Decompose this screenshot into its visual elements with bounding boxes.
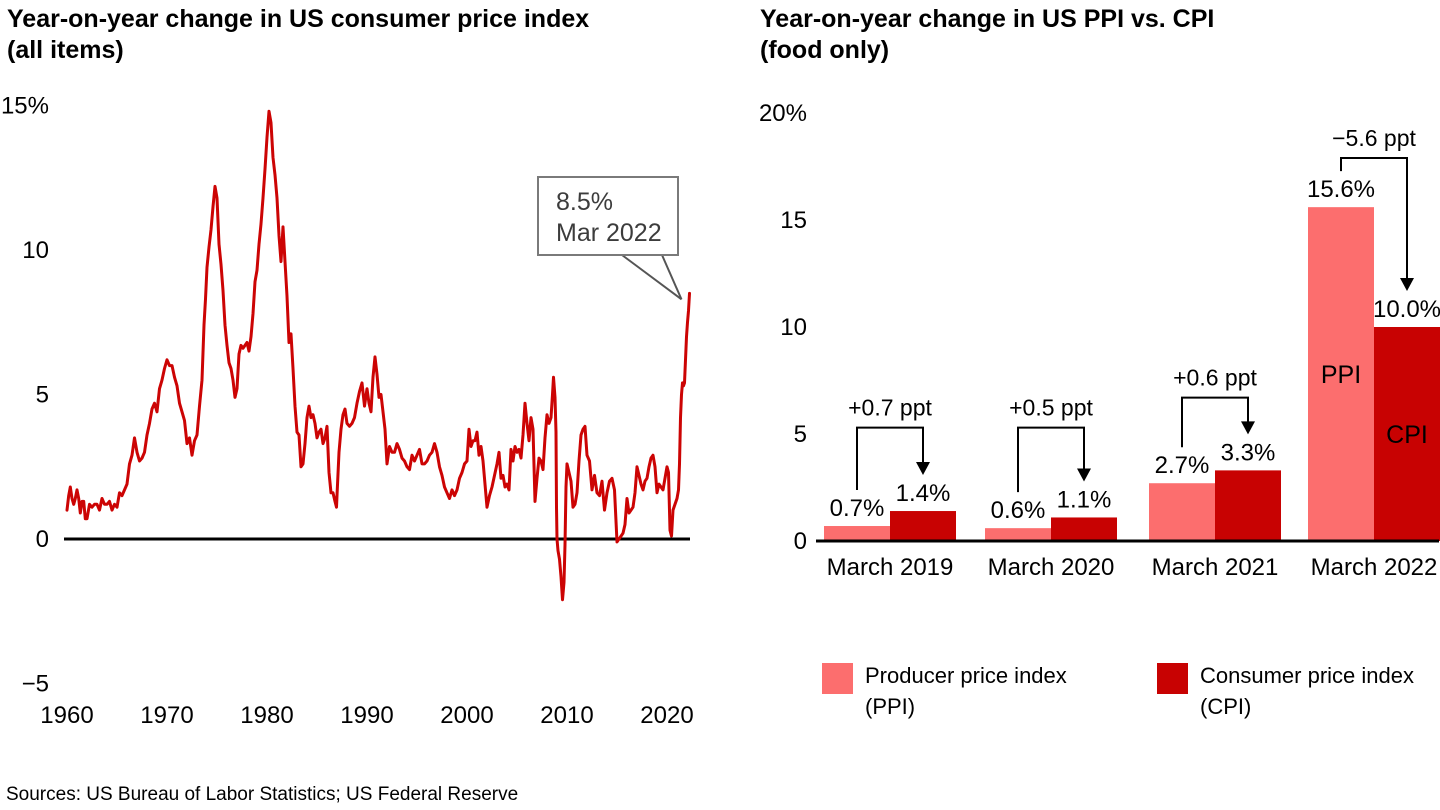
cpi-line-series [65,109,691,602]
left-x-tick-1970: 1970 [140,702,193,729]
left-chart-title-line2: (all items) [7,36,124,64]
cpi-value-label-2: 3.3% [1221,439,1276,466]
diff-bracket-2 [1181,396,1249,448]
ppi-value-label-1: 0.6% [991,497,1046,524]
cpi-inner-label: CPI [1386,421,1428,449]
callout-tail-right-line [661,254,683,300]
right-y-tick-20: 20% [759,100,807,127]
right-y-tick-0: 0 [794,528,807,555]
cpi-value-label-1: 1.1% [1057,486,1112,513]
cpi-legend-swatch [1157,663,1188,694]
right-x-tick-3: March 2022 [1311,554,1438,581]
ppi-legend-label-line1: Producer price index [865,663,1067,688]
left-x-tick-1980: 1980 [240,702,293,729]
right-chart-title: Year-on-year change in US PPI vs. CPI (fo… [760,4,1214,66]
left-x-tick-2000: 2000 [440,702,493,729]
cpi-value-label-0: 1.4% [896,480,951,507]
right-chart-title-line1: Year-on-year change in US PPI vs. CPI [760,5,1215,33]
left-y-tick-10: 10 [22,237,49,264]
right-y-tick-10: 10 [780,314,807,341]
cpi-bar-march-2020 [1051,517,1117,541]
left-x-tick-1990: 1990 [340,702,393,729]
cpi-bar-march-2021 [1215,470,1281,541]
ppi-value-label-2: 2.7% [1155,452,1210,479]
right-chart-title-line2: (food only) [760,36,890,64]
left-y-tick-15: 15% [1,93,49,120]
callout-date: Mar 2022 [556,219,662,247]
diff-label-2: +0.6 ppt [1173,365,1257,391]
left-y-tick--5: −5 [22,671,49,698]
ppi-value-label-0: 0.7% [830,495,885,522]
cpi-bar-march-2019 [890,511,956,541]
right-y-tick-5: 5 [794,421,807,448]
diff-arrowhead-0 [916,462,930,476]
left-chart-title: Year-on-year change in US consumer price… [7,4,589,66]
ppi-bar-march-2021 [1149,483,1215,541]
ppi-inner-label: PPI [1321,361,1361,389]
cpi-legend-label-line1: Consumer price index [1200,663,1414,688]
cpi-legend-label: Consumer price index (CPI) [1200,660,1414,722]
diff-bracket-1 [1017,426,1085,493]
right-x-tick-2: March 2021 [1152,554,1279,581]
diff-label-3: −5.6 ppt [1332,125,1416,151]
line-peak-callout: 8.5% Mar 2022 [537,176,679,256]
left-x-tick-1960: 1960 [40,702,93,729]
ppi-legend-swatch [822,663,853,694]
ppi-legend-label: Producer price index (PPI) [865,660,1067,722]
left-chart-title-line1: Year-on-year change in US consumer price… [7,5,590,33]
ppi-bar-march-2020 [985,528,1051,541]
callout-value: 8.5% [556,188,613,216]
cpi-value-label-3: 10.0% [1373,296,1440,323]
ppi-bar-march-2022 [1308,207,1374,541]
diff-arrowhead-3 [1400,278,1414,291]
left-y-tick-0: 0 [36,526,49,553]
diff-label-1: +0.5 ppt [1009,395,1093,421]
ppi-legend-label-line2: (PPI) [865,694,916,719]
left-x-tick-2010: 2010 [540,702,593,729]
diff-arrowhead-1 [1077,468,1091,482]
diff-arrowhead-2 [1241,421,1255,435]
left-y-tick-5: 5 [36,382,49,409]
legend-item-ppi: Producer price index (PPI) [822,663,1067,722]
legend-item-cpi: Consumer price index (CPI) [1157,663,1414,722]
right-y-tick-15: 15 [780,207,807,234]
source-note: Sources: US Bureau of Labor Statistics; … [6,784,519,805]
diff-bracket-0 [856,426,924,491]
left-x-tick-2020: 2020 [640,702,693,729]
right-x-tick-1: March 2020 [988,554,1115,581]
cpi-bar-march-2022 [1374,327,1440,541]
diff-bracket-3 [1340,156,1408,280]
right-x-tick-0: March 2019 [827,554,954,581]
cpi-legend-label-line2: (CPI) [1200,694,1252,719]
diff-label-0: +0.7 ppt [848,395,932,421]
callout-tail-left-line [621,254,683,301]
ppi-bar-march-2019 [824,526,890,541]
ppi-value-label-3: 15.6% [1307,176,1375,203]
